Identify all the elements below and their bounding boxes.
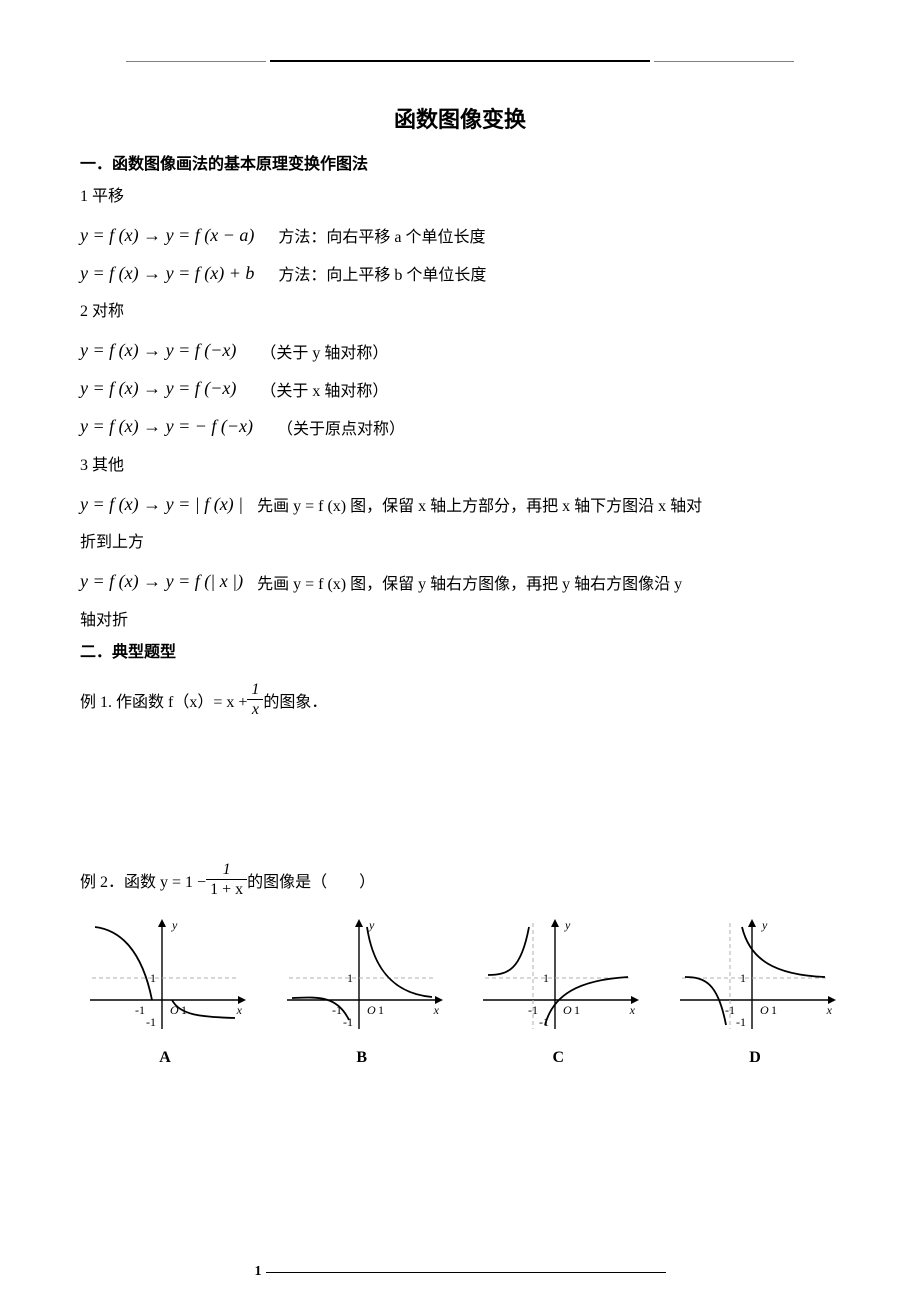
svg-text:y: y <box>368 918 375 932</box>
formula-note: （关于 x 轴对称） <box>260 377 388 401</box>
header-rule <box>80 60 840 62</box>
chart-option-label: C <box>473 1049 643 1067</box>
chart-option-b: -111-1OyxB <box>277 915 447 1067</box>
example-1-post: 的图象． <box>263 688 327 712</box>
fraction-den: x <box>247 700 263 719</box>
formula-text: y = f (x) → y = f (−x) <box>80 378 236 399</box>
svg-text:1: 1 <box>150 971 156 985</box>
svg-text:1: 1 <box>771 1003 777 1017</box>
svg-text:-1: -1 <box>736 1015 746 1029</box>
formula-note: （关于 y 轴对称） <box>260 339 388 363</box>
formula-abs-f-cont: 折到上方 <box>80 530 840 556</box>
blank-space <box>80 735 840 845</box>
formula-note: 方法：向右平移 a 个单位长度 <box>278 223 485 247</box>
section-1-sub-other: 3 其他 <box>80 453 840 479</box>
svg-text:1: 1 <box>347 971 353 985</box>
svg-text:y: y <box>761 918 768 932</box>
formula-sym-y: y = f (x) → y = f (−x) （关于 y 轴对称） <box>80 339 840 363</box>
fraction-num: 1 <box>206 861 247 880</box>
svg-text:-1: -1 <box>135 1003 145 1017</box>
section-1-heading: 一．函数图像画法的基本原理变换作图法 <box>80 152 840 178</box>
formula-note: 先画 y = f (x) 图，保留 x 轴上方部分，再把 x 轴下方图沿 x 轴… <box>257 492 702 516</box>
svg-text:O: O <box>563 1003 572 1017</box>
svg-text:O: O <box>760 1003 769 1017</box>
section-1-sub-symmetry: 2 对称 <box>80 299 840 325</box>
rule-thin-left <box>126 61 266 62</box>
svg-text:-1: -1 <box>725 1003 735 1017</box>
page: 函数图像变换 一．函数图像画法的基本原理变换作图法 1 平移 y = f (x)… <box>80 0 840 1300</box>
formula-text: y = f (x) → y = f (x) + b <box>80 263 254 284</box>
chart-option-label: A <box>80 1049 250 1067</box>
formula-text: y = f (x) → y = f (−x) <box>80 340 236 361</box>
svg-text:x: x <box>236 1003 243 1017</box>
formula-translate-up: y = f (x) → y = f (x) + b 方法：向上平移 b 个单位长… <box>80 261 840 285</box>
formula-sym-x: y = f (x) → y = f (−x) （关于 x 轴对称） <box>80 377 840 401</box>
fraction-num: 1 <box>247 681 263 700</box>
footer: 1 <box>80 1264 840 1280</box>
section-1-sub-translate: 1 平移 <box>80 184 840 210</box>
svg-text:x: x <box>629 1003 636 1017</box>
svg-text:1: 1 <box>378 1003 384 1017</box>
svg-text:x: x <box>432 1003 439 1017</box>
formula-translate-right: y = f (x) → y = f (x − a) 方法：向右平移 a 个单位长… <box>80 223 840 247</box>
chart-option-label: D <box>670 1049 840 1067</box>
formula-text: y = f (x) → y = | f (x) | <box>80 494 243 515</box>
fraction-den: 1 + x <box>206 880 247 899</box>
svg-text:y: y <box>564 918 571 932</box>
svg-text:1: 1 <box>740 971 746 985</box>
svg-text:O: O <box>367 1003 376 1017</box>
svg-text:-1: -1 <box>528 1003 538 1017</box>
chart-option-a: -111-1OyxA <box>80 915 250 1067</box>
formula-text: y = f (x) → y = f (| x |) <box>80 571 243 592</box>
footer-line <box>266 1272 666 1273</box>
svg-text:1: 1 <box>574 1003 580 1017</box>
chart-option-c: -111-1OyxC <box>473 915 643 1067</box>
rule-thin-right <box>654 61 794 62</box>
formula-sym-origin: y = f (x) → y = − f (−x) （关于原点对称） <box>80 415 840 439</box>
page-title: 函数图像变换 <box>80 102 840 134</box>
chart-svg: -111-1Oyx <box>277 915 447 1035</box>
chart-svg: -1 1 1 -1 Oy x <box>670 915 840 1035</box>
chart-option-d: -1 1 1 -1 Oy x D <box>670 915 840 1067</box>
example-1-pre: 例 1. 作函数 f（x）= x + <box>80 688 247 712</box>
chart-option-label: B <box>277 1049 447 1067</box>
page-number: 1 <box>255 1264 262 1280</box>
svg-text:1: 1 <box>543 971 549 985</box>
rule-thick <box>270 60 650 62</box>
fraction-1-over-1plusx: 1 1 + x <box>206 861 247 899</box>
formula-f-abs-x-cont: 轴对折 <box>80 608 840 634</box>
formula-note: 先画 y = f (x) 图，保留 y 轴右方图像，再把 y 轴右方图像沿 y <box>257 570 682 594</box>
chart-options-row: -1 1 1 -1 Oy x A -1 1 1 -1 Oy x B -1 1 1 -1 Oy x C -1 1 1 -1 Oy x D <box>80 915 840 1067</box>
fraction-1-over-x: 1 x <box>247 681 263 719</box>
svg-text:-1: -1 <box>146 1015 156 1029</box>
formula-note: 方法：向上平移 b 个单位长度 <box>278 261 486 285</box>
svg-text:x: x <box>826 1003 833 1017</box>
formula-note: （关于原点对称） <box>277 415 405 439</box>
example-2-pre: 例 2．函数 y = 1 − <box>80 868 206 892</box>
formula-abs-f: y = f (x) → y = | f (x) | 先画 y = f (x) 图… <box>80 492 840 516</box>
example-1: 例 1. 作函数 f（x）= x + 1 x 的图象． <box>80 681 840 719</box>
formula-text: y = f (x) → y = f (x − a) <box>80 225 254 246</box>
chart-svg: -111-1Oyx <box>473 915 643 1035</box>
formula-text: y = f (x) → y = − f (−x) <box>80 416 253 437</box>
formula-f-abs-x: y = f (x) → y = f (| x |) 先画 y = f (x) 图… <box>80 570 840 594</box>
section-2-heading: 二．典型题型 <box>80 640 840 666</box>
svg-text:y: y <box>171 918 178 932</box>
example-2: 例 2．函数 y = 1 − 1 1 + x 的图像是（ ） <box>80 861 840 899</box>
example-2-post: 的图像是（ ） <box>247 868 375 892</box>
chart-svg: -111-1Oyx <box>80 915 250 1035</box>
